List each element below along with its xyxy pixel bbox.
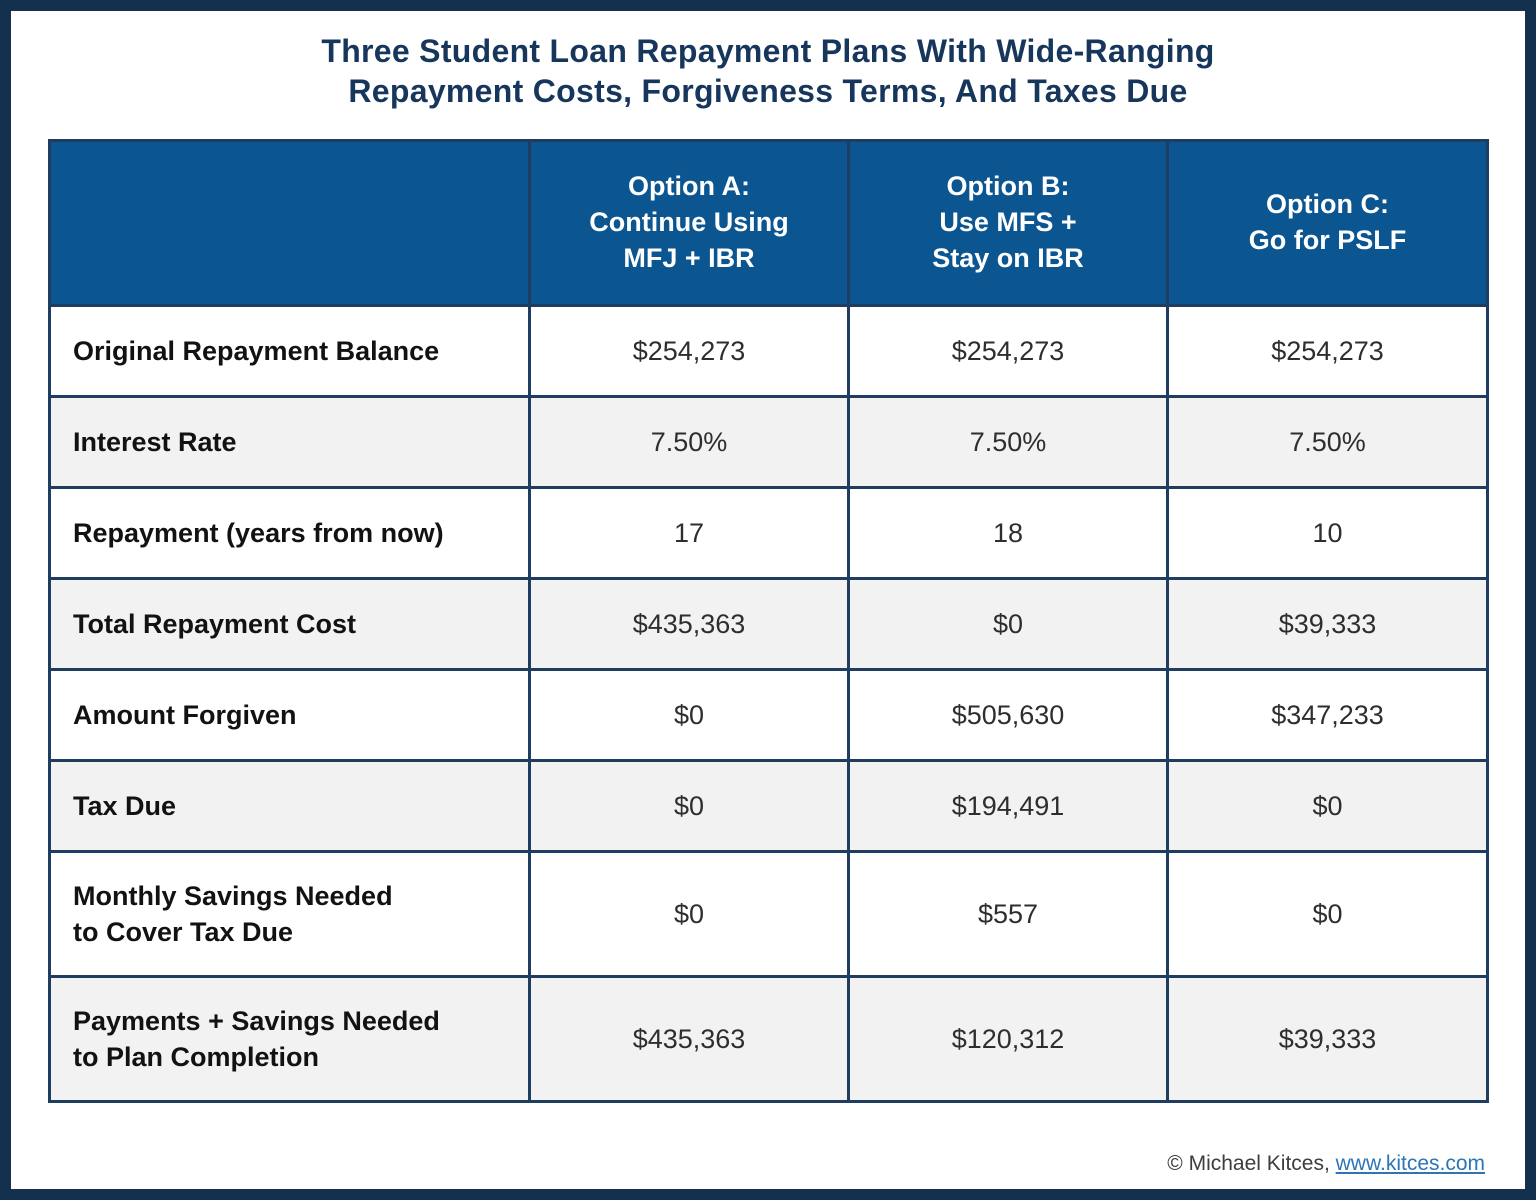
kitces-link[interactable]: www.kitces.com: [1335, 1152, 1485, 1175]
cell-value: $39,333: [1166, 975, 1489, 1103]
cell-value: $0: [1166, 850, 1489, 978]
column-header-option-a: Option A: Continue Using MFJ + IBR: [528, 139, 850, 307]
cell-value: $0: [528, 759, 850, 853]
cell-value: 7.50%: [1166, 395, 1489, 489]
table-row-monthly-savings-needed: Monthly Savings Needed to Cover Tax Due …: [48, 850, 1489, 978]
row-label: Tax Due: [48, 759, 531, 853]
cell-value: $557: [847, 850, 1169, 978]
cell-value: $254,273: [1166, 304, 1489, 398]
table-row-total-repayment-cost: Total Repayment Cost $435,363 $0 $39,333: [48, 577, 1489, 671]
cell-value: $39,333: [1166, 577, 1489, 671]
cell-value: $0: [528, 850, 850, 978]
cell-value: 18: [847, 486, 1169, 580]
table-row-original-repayment-balance: Original Repayment Balance $254,273 $254…: [48, 304, 1489, 398]
table-row-amount-forgiven: Amount Forgiven $0 $505,630 $347,233: [48, 668, 1489, 762]
cell-value: $254,273: [847, 304, 1169, 398]
table-row-payments-plus-savings: Payments + Savings Needed to Plan Comple…: [48, 975, 1489, 1103]
row-label: Original Repayment Balance: [48, 304, 531, 398]
cell-value: $505,630: [847, 668, 1169, 762]
cell-value: 7.50%: [528, 395, 850, 489]
row-label: Interest Rate: [48, 395, 531, 489]
cell-value: $347,233: [1166, 668, 1489, 762]
cell-value: 7.50%: [847, 395, 1169, 489]
row-label: Payments + Savings Needed to Plan Comple…: [48, 975, 531, 1103]
cell-value: 17: [528, 486, 850, 580]
table-row-interest-rate: Interest Rate 7.50% 7.50% 7.50%: [48, 395, 1489, 489]
cell-value: $0: [1166, 759, 1489, 853]
column-header-option-c: Option C: Go for PSLF: [1166, 139, 1489, 307]
page-title: Three Student Loan Repayment Plans With …: [321, 33, 1215, 109]
corner-cell: [48, 139, 531, 307]
cell-value: $254,273: [528, 304, 850, 398]
cell-value: $0: [847, 577, 1169, 671]
table-row-tax-due: Tax Due $0 $194,491 $0: [48, 759, 1489, 853]
row-label: Monthly Savings Needed to Cover Tax Due: [48, 850, 531, 978]
row-label: Total Repayment Cost: [48, 577, 531, 671]
table-row-repayment-years: Repayment (years from now) 17 18 10: [48, 486, 1489, 580]
footer-credit: © Michael Kitces, www.kitces.com: [1167, 1152, 1485, 1176]
cell-value: $194,491: [847, 759, 1169, 853]
cell-value: $435,363: [528, 577, 850, 671]
cell-value: $435,363: [528, 975, 850, 1103]
cell-value: $0: [528, 668, 850, 762]
row-label: Amount Forgiven: [48, 668, 531, 762]
copyright-text: © Michael Kitces,: [1167, 1152, 1336, 1175]
header-row: Option A: Continue Using MFJ + IBR Optio…: [48, 139, 1489, 307]
repayment-table: Option A: Continue Using MFJ + IBR Optio…: [48, 139, 1489, 1103]
row-label: Repayment (years from now): [48, 486, 531, 580]
cell-value: $120,312: [847, 975, 1169, 1103]
column-header-option-b: Option B: Use MFS + Stay on IBR: [847, 139, 1169, 307]
cell-value: 10: [1166, 486, 1489, 580]
